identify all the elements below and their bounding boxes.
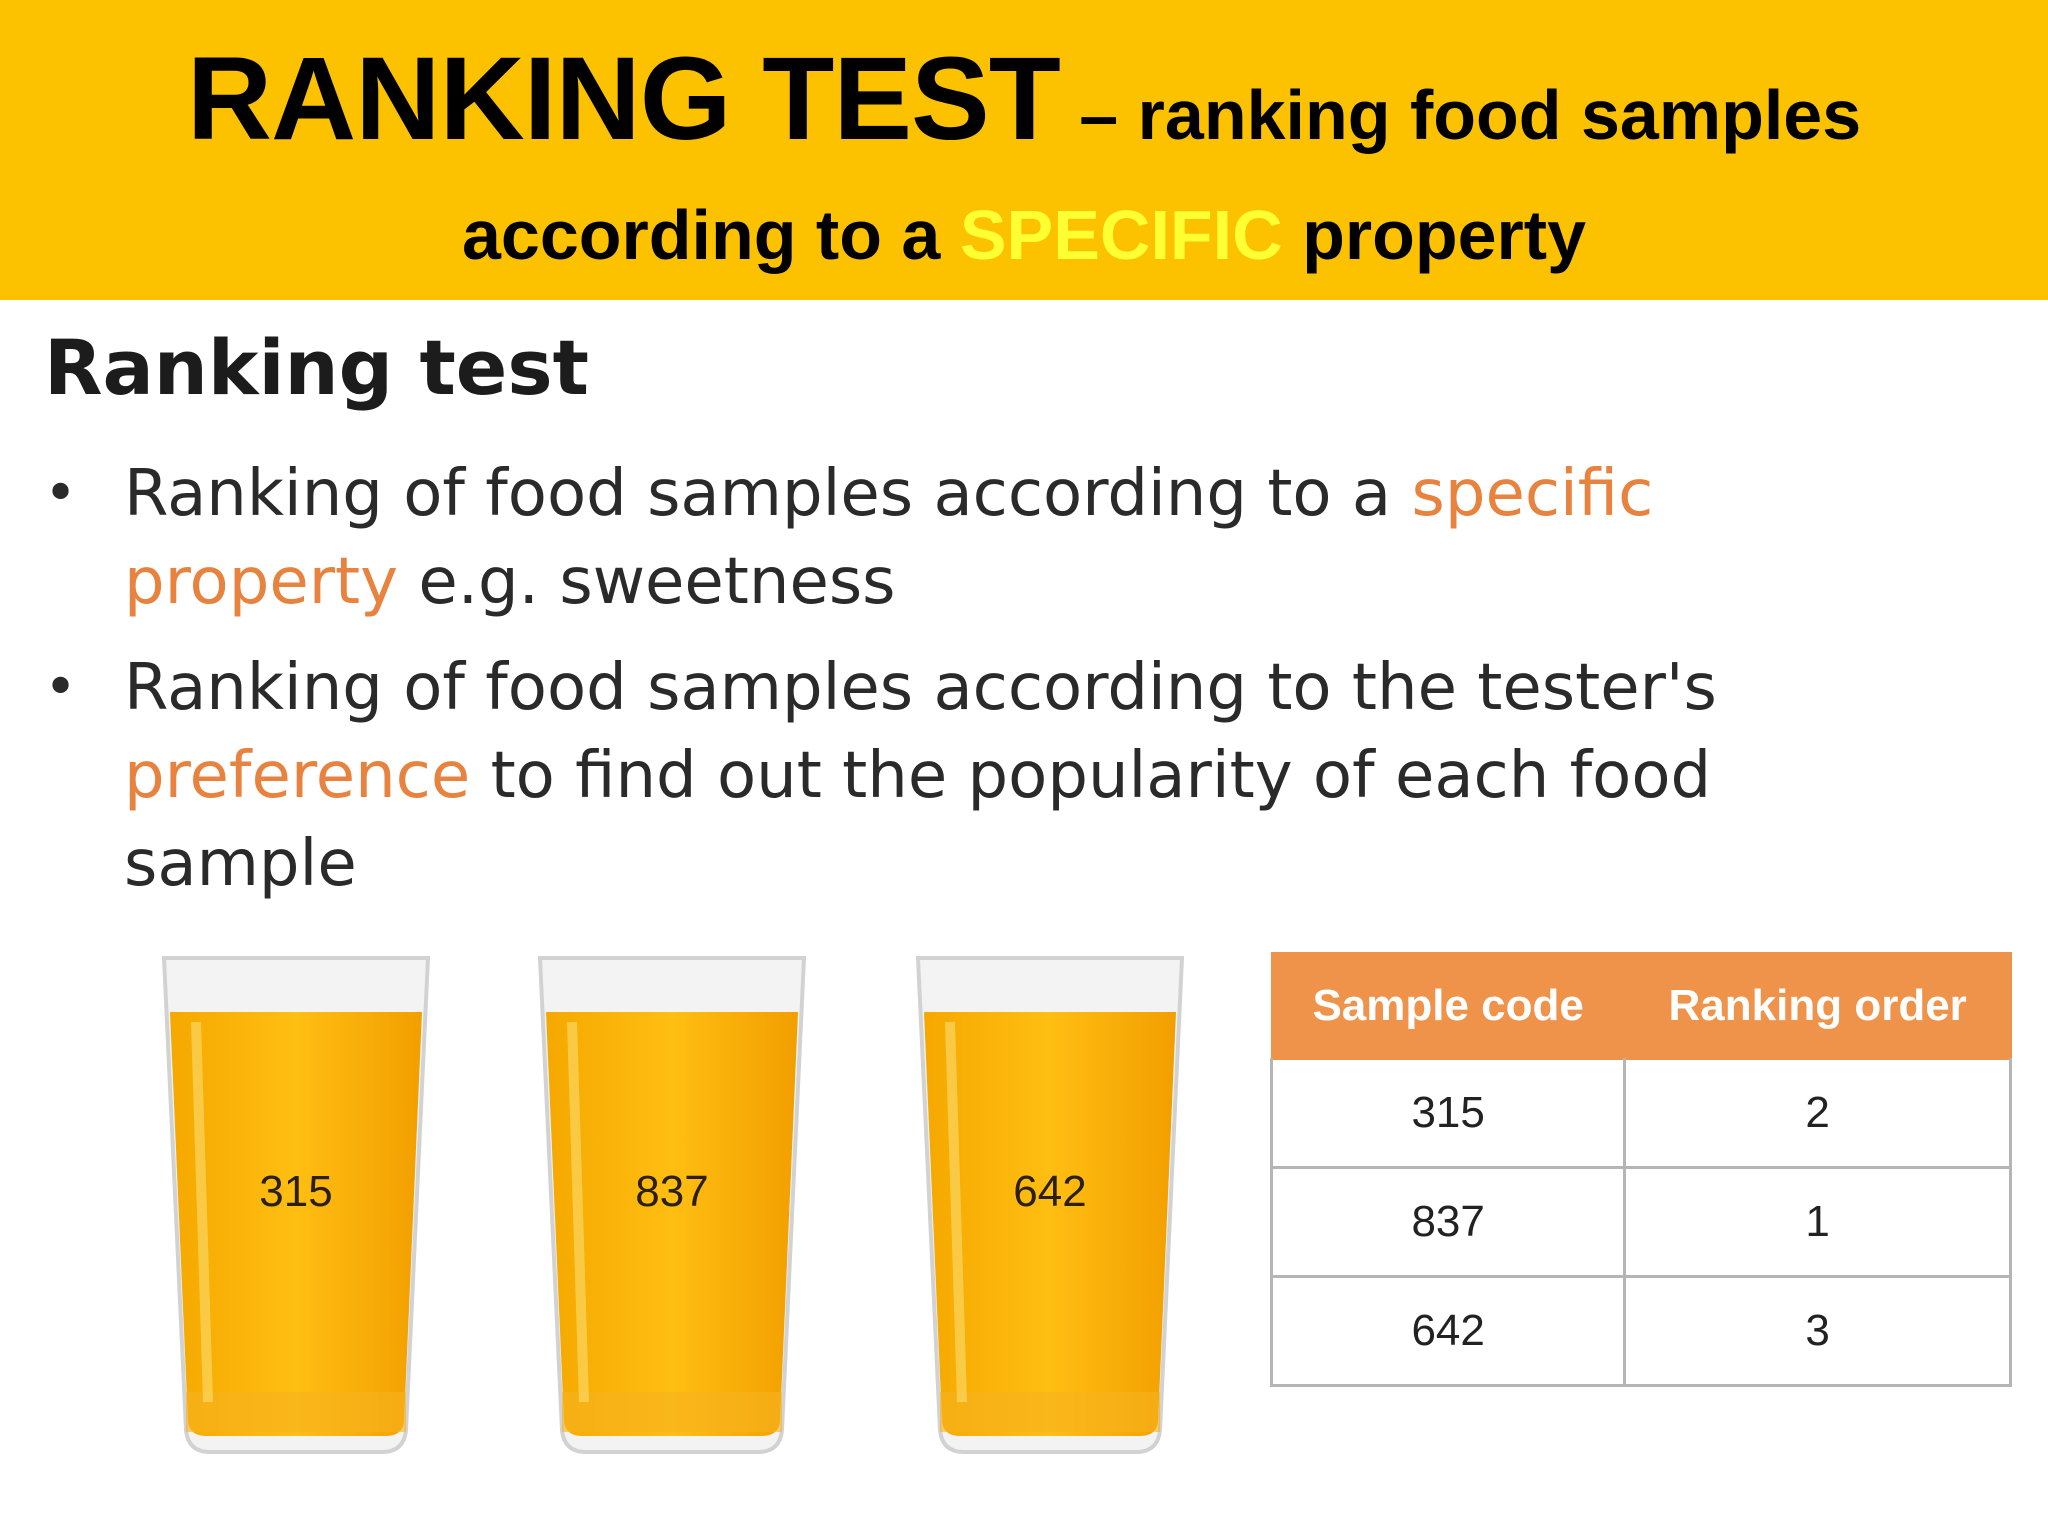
title-banner: RANKING TEST – ranking food samples acco… (0, 0, 2048, 300)
bullet-marker: • (44, 655, 78, 720)
juice-glass-graphic (537, 956, 807, 1454)
juice-glass-graphic (915, 956, 1185, 1454)
banner-subtitle-after: property (1282, 196, 1587, 274)
juice-glass-image: 315 (156, 952, 436, 1462)
column-header-ranking-order: Ranking order (1623, 952, 2012, 1060)
bullet-list: • Ranking of food samples according to a… (44, 450, 1784, 926)
banner-subtitle-line: according to a SPECIFIC property (0, 200, 2048, 270)
table-row: 315 2 (1269, 1059, 2012, 1169)
glass-sample-code: 642 (1013, 1167, 1087, 1216)
section-heading: Ranking test (44, 323, 589, 412)
column-header-sample-code: Sample code (1270, 952, 1626, 1060)
ranking-table: Sample code Ranking order 315 2 837 1 64… (1269, 952, 2012, 1387)
banner-title-line: RANKING TEST – ranking food samples (0, 40, 2048, 158)
cell-sample-code: 315 (1269, 1059, 1627, 1169)
bullet-item: • Ranking of food samples according to t… (44, 644, 1784, 908)
cell-sample-code: 837 (1269, 1166, 1627, 1278)
bullet-highlight: preference (124, 739, 471, 813)
banner-subtitle-before: according to a (461, 196, 960, 274)
juice-glass-image: 642 (910, 952, 1190, 1462)
juice-glass-image: 837 (532, 952, 812, 1462)
banner-title-rest: – ranking food samples (1059, 76, 1862, 154)
banner-title-main: RANKING TEST (186, 33, 1061, 165)
bullet-text: Ranking of food samples according to the… (124, 651, 1717, 725)
juice-glass-graphic (161, 956, 431, 1454)
cell-ranking-order: 1 (1623, 1166, 2012, 1278)
bullet-highlight: specific property (124, 457, 1654, 619)
bullet-text: e.g. sweetness (397, 545, 896, 619)
glass-sample-code: 837 (635, 1167, 709, 1216)
glass-sample-code: 315 (259, 1167, 333, 1216)
cell-ranking-order: 2 (1623, 1059, 2012, 1169)
bullet-marker: • (44, 461, 78, 526)
table-row: 837 1 (1269, 1166, 2012, 1278)
bullet-text: Ranking of food samples according to a (124, 457, 1412, 531)
table-row: 642 3 (1269, 1275, 2012, 1387)
table-header-row: Sample code Ranking order (1270, 952, 2012, 1060)
bullet-item: • Ranking of food samples according to a… (44, 450, 1784, 626)
banner-subtitle-highlight: SPECIFIC (959, 196, 1283, 274)
cell-sample-code: 642 (1269, 1275, 1627, 1387)
cell-ranking-order: 3 (1623, 1275, 2012, 1387)
bullet-text: to find out the popularity of each food … (124, 739, 1712, 901)
